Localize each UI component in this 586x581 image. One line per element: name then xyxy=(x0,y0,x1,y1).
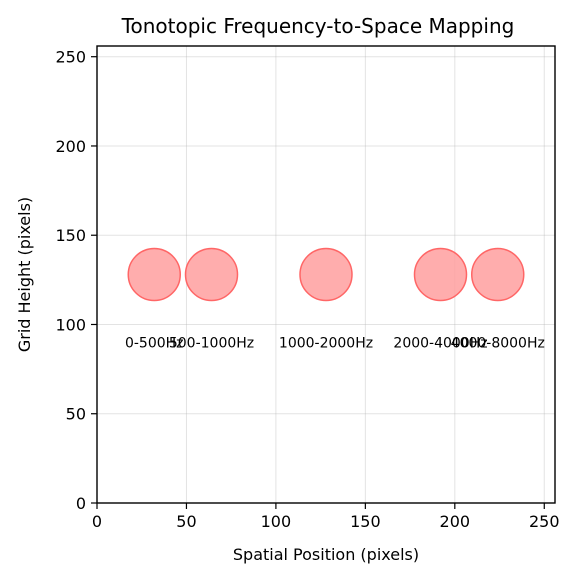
x-axis-ticks: 0 50 100 150 200 250 xyxy=(92,503,560,531)
x-axis-label: Spatial Position (pixels) xyxy=(233,545,419,564)
data-points xyxy=(127,247,525,302)
x-tick-label: 0 xyxy=(92,512,102,531)
y-axis-ticks: 0 50 100 150 200 250 xyxy=(55,48,97,513)
y-tick-label: 200 xyxy=(55,137,86,156)
data-point xyxy=(184,247,239,302)
data-point xyxy=(471,247,525,302)
y-tick-label: 250 xyxy=(55,48,86,67)
data-point xyxy=(299,247,353,302)
x-tick-label: 50 xyxy=(176,512,196,531)
x-tick-label: 200 xyxy=(440,512,471,531)
x-tick-label: 100 xyxy=(261,512,292,531)
y-tick-label: 150 xyxy=(55,226,86,245)
chart-title: Tonotopic Frequency-to-Space Mapping xyxy=(121,14,515,38)
data-point-label: 2000-4000Hz xyxy=(393,335,487,351)
data-point-label: 0-500Hz xyxy=(125,335,184,351)
data-point-label: 1000-2000Hz xyxy=(279,335,373,351)
y-tick-label: 50 xyxy=(66,405,86,424)
data-point xyxy=(127,247,181,302)
y-tick-label: 100 xyxy=(55,315,86,334)
y-axis-label: Grid Height (pixels) xyxy=(15,197,34,352)
y-tick-label: 0 xyxy=(76,494,86,513)
data-point-label: 4000-8000Hz xyxy=(451,335,545,351)
x-tick-label: 250 xyxy=(529,512,560,531)
data-point-label: 500-1000Hz xyxy=(169,335,254,351)
data-point xyxy=(413,247,468,302)
axes-frame xyxy=(96,45,556,504)
x-tick-label: 150 xyxy=(350,512,381,531)
